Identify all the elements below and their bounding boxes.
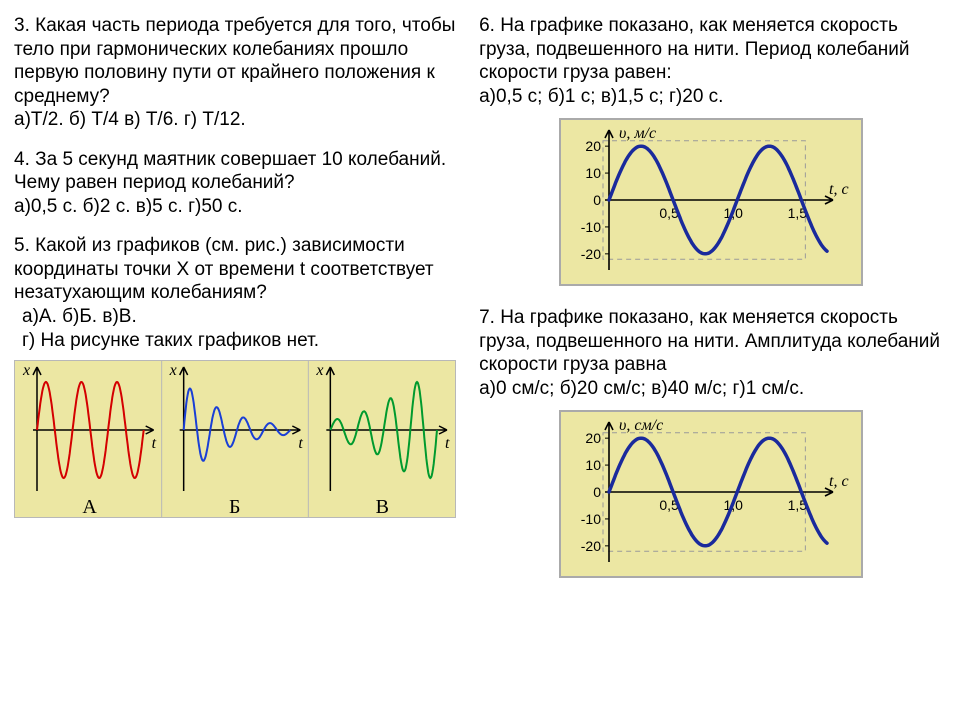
svg-text:В: В	[376, 496, 389, 517]
q6-text: 6. На графике показано, как меняется ско…	[479, 14, 950, 85]
q5-chart: x t Аx t Бx t В	[14, 360, 456, 518]
q7-chart: -20-10010200,51,01,5υ, см/сt, с	[559, 410, 863, 578]
svg-text:t: t	[152, 435, 157, 452]
svg-text:x: x	[315, 362, 323, 379]
q5-text: 5. Какой из графиков (см. рис.) зависимо…	[14, 234, 469, 305]
question-7: 7. На графике показано, как меняется ско…	[479, 306, 950, 400]
svg-text:10: 10	[586, 165, 602, 181]
svg-text:-20: -20	[581, 246, 601, 262]
question-3: 3. Какая часть периода требуется для тог…	[14, 14, 469, 132]
svg-text:20: 20	[586, 431, 602, 447]
svg-text:υ, м/с: υ, м/с	[619, 125, 656, 142]
svg-text:t: t	[298, 435, 303, 452]
q4-text: 4. За 5 секунд маятник совершает 10 коле…	[14, 148, 469, 195]
svg-text:20: 20	[586, 138, 602, 154]
q6-options: а)0,5 с; б)1 с; в)1,5 с; г)20 с.	[479, 85, 950, 109]
q7-options: а)0 см/с; б)20 см/с; в)40 м/с; г)1 см/с.	[479, 377, 950, 401]
svg-text:0: 0	[593, 192, 601, 208]
svg-text:10: 10	[586, 457, 602, 473]
svg-text:t, с: t, с	[829, 181, 849, 198]
left-column: 3. Какая часть периода требуется для тог…	[14, 14, 479, 714]
q5-options-2: г) На рисунке таких графиков нет.	[14, 329, 469, 353]
question-4: 4. За 5 секунд маятник совершает 10 коле…	[14, 148, 469, 219]
q3-options: а)Т/2. б) Т/4 в) Т/6. г) Т/12.	[14, 108, 469, 132]
page: 3. Какая часть периода требуется для тог…	[0, 0, 960, 720]
q4-options: а)0,5 с. б)2 с. в)5 с. г)50 с.	[14, 195, 469, 219]
svg-text:x: x	[169, 362, 177, 379]
q7-text: 7. На графике показано, как меняется ско…	[479, 306, 950, 377]
q3-text: 3. Какая часть периода требуется для тог…	[14, 14, 469, 108]
svg-text:t: t	[445, 435, 450, 452]
svg-text:0: 0	[593, 484, 601, 500]
svg-text:x: x	[22, 362, 30, 379]
svg-text:-10: -10	[581, 511, 601, 527]
svg-text:А: А	[82, 496, 97, 517]
q6-chart: -20-10010200,51,01,5υ, м/сt, с	[559, 118, 863, 286]
svg-text:t, с: t, с	[829, 473, 849, 490]
svg-text:Б: Б	[229, 496, 240, 517]
svg-text:-20: -20	[581, 538, 601, 554]
svg-text:υ, см/с: υ, см/с	[619, 417, 663, 434]
right-column: 6. На графике показано, как меняется ско…	[479, 14, 950, 714]
svg-text:-10: -10	[581, 219, 601, 235]
question-6: 6. На графике показано, как меняется ско…	[479, 14, 950, 108]
question-5: 5. Какой из графиков (см. рис.) зависимо…	[14, 234, 469, 352]
q5-options-1: а)А. б)Б. в)В.	[14, 305, 469, 329]
